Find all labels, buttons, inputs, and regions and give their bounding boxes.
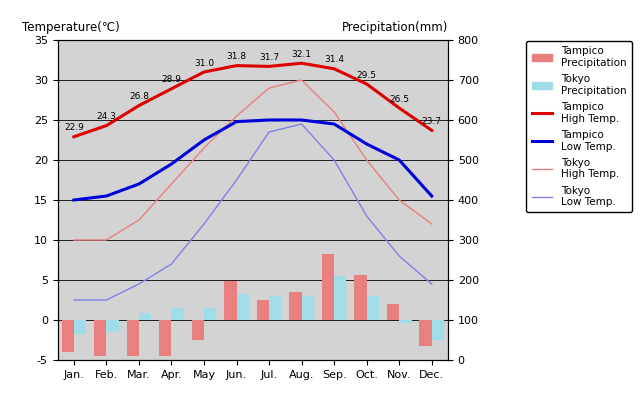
Bar	[301, 296, 314, 320]
Bar	[289, 292, 301, 320]
Bar	[387, 304, 399, 320]
Bar	[106, 320, 119, 332]
Bar	[191, 320, 204, 340]
Text: 31.4: 31.4	[324, 55, 344, 64]
Bar	[355, 275, 367, 320]
Bar	[257, 300, 269, 320]
Legend: Tampico
Precipitation, Tokyo
Precipitation, Tampico
High Temp., Tampico
Low Temp: Tampico Precipitation, Tokyo Precipitati…	[526, 41, 632, 212]
Bar	[367, 296, 379, 320]
Text: 31.0: 31.0	[194, 59, 214, 68]
Text: 24.3: 24.3	[97, 112, 116, 121]
Text: Precipitation(mm): Precipitation(mm)	[342, 20, 448, 34]
Bar	[224, 281, 237, 320]
Bar	[74, 320, 86, 334]
Bar	[269, 296, 282, 320]
Bar	[159, 320, 172, 356]
Bar	[334, 276, 346, 320]
Bar	[399, 320, 412, 323]
Text: 26.5: 26.5	[389, 95, 409, 104]
Bar	[204, 308, 216, 320]
Text: 26.8: 26.8	[129, 92, 149, 101]
Bar	[94, 320, 106, 356]
Text: 23.7: 23.7	[422, 117, 442, 126]
Text: Temperature(℃): Temperature(℃)	[22, 20, 120, 34]
Text: 31.8: 31.8	[227, 52, 246, 61]
Bar	[322, 254, 334, 320]
Bar	[127, 320, 139, 356]
Bar	[419, 320, 432, 346]
Text: 28.9: 28.9	[161, 75, 182, 84]
Bar	[237, 294, 249, 320]
Bar	[61, 320, 74, 352]
Text: 32.1: 32.1	[292, 50, 312, 59]
Bar	[432, 320, 444, 340]
Bar	[139, 313, 151, 320]
Text: 22.9: 22.9	[64, 123, 84, 132]
Text: 31.7: 31.7	[259, 53, 279, 62]
Text: 29.5: 29.5	[356, 70, 377, 80]
Bar	[172, 308, 184, 320]
